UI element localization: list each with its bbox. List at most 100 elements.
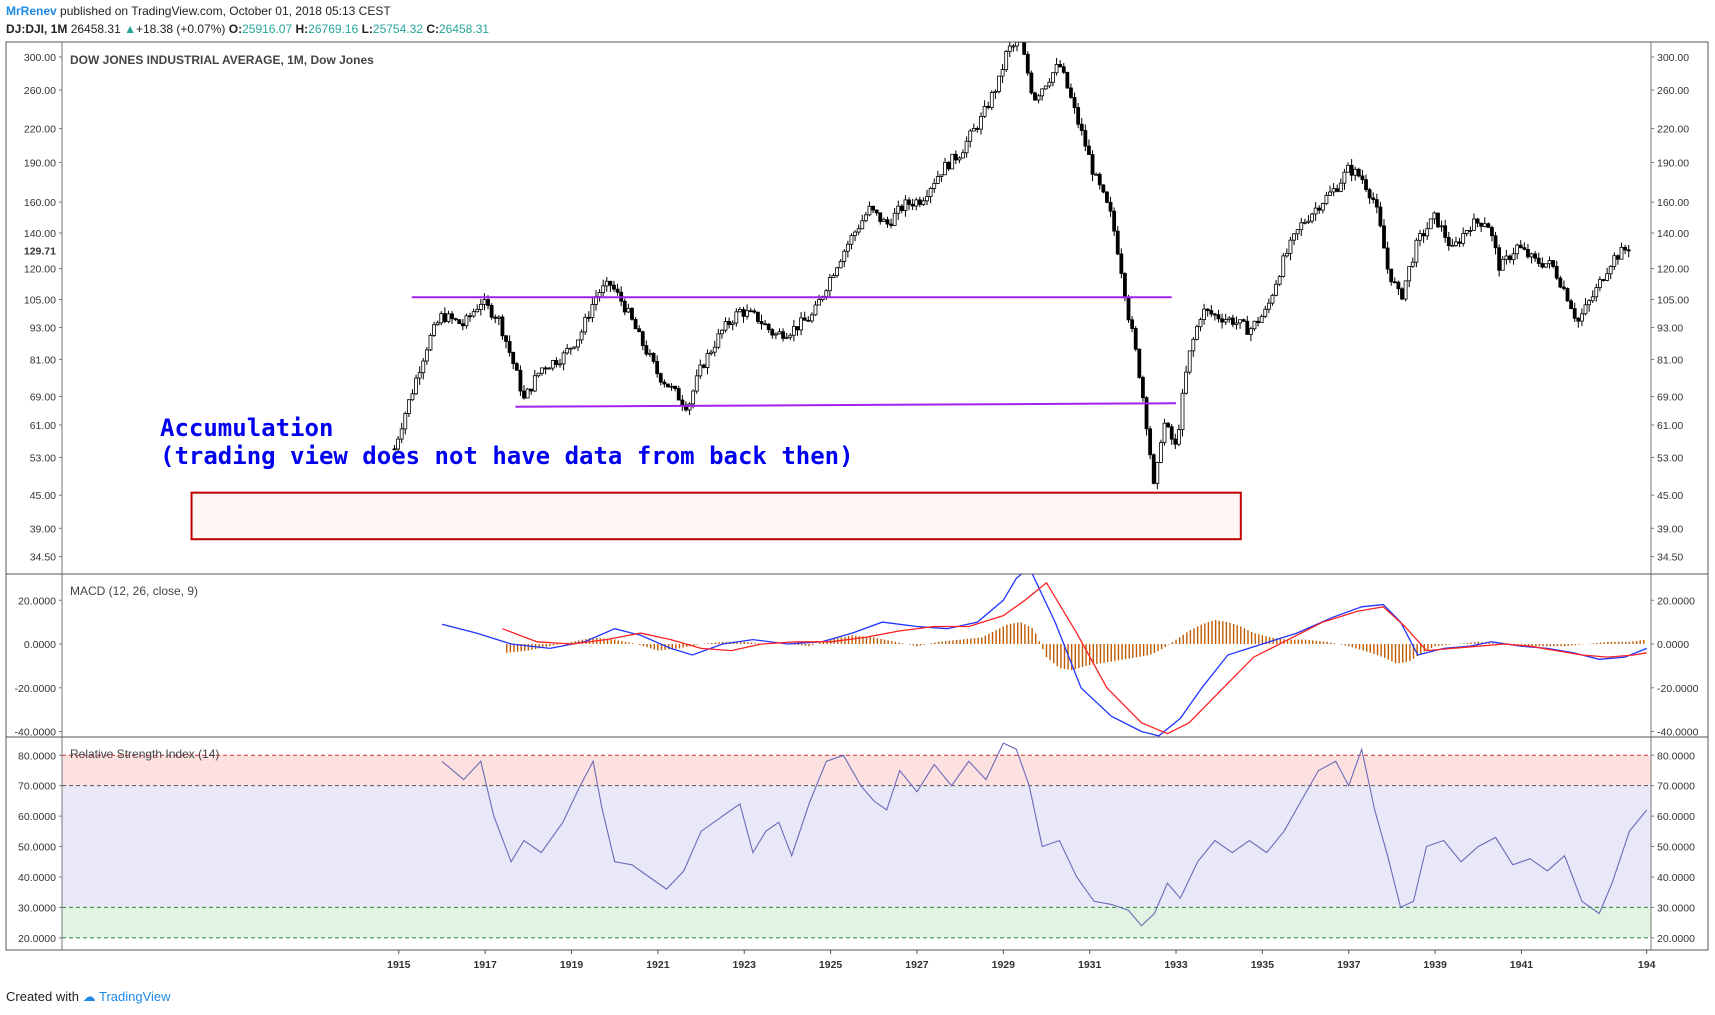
price-candle xyxy=(637,328,642,333)
price-candle xyxy=(1320,203,1325,211)
price-candle xyxy=(1051,72,1055,83)
price-candle xyxy=(997,75,1001,92)
price-candle xyxy=(460,323,465,327)
price-candle xyxy=(1015,42,1019,47)
price-candle xyxy=(1317,207,1322,211)
price-candle xyxy=(1536,257,1541,264)
price-candle xyxy=(1400,288,1404,300)
price-candle xyxy=(666,383,670,388)
y-tick-label-right: 34.50 xyxy=(1657,552,1683,564)
price-candle xyxy=(975,128,980,130)
price-candle xyxy=(1504,255,1509,260)
price-candle xyxy=(986,105,991,108)
annotation-line-2: (trading view does not have data from ba… xyxy=(160,442,854,470)
price-candle xyxy=(925,196,929,202)
price-candle xyxy=(1065,71,1070,89)
rsi-oversold-band xyxy=(62,907,1651,938)
price-candle xyxy=(874,209,879,214)
price-candle xyxy=(482,299,487,305)
price-candle xyxy=(1274,283,1278,296)
change-up-icon: ▲ xyxy=(124,22,136,36)
price-candle xyxy=(421,360,426,374)
x-tick-label: 1927 xyxy=(905,959,929,971)
price-candle xyxy=(1270,294,1275,304)
low-value: 25754.32 xyxy=(372,22,423,36)
price-candle xyxy=(1328,191,1332,196)
price-candle xyxy=(1133,328,1138,350)
price-candle xyxy=(881,219,886,222)
high-label: H: xyxy=(295,22,309,36)
price-candle xyxy=(817,299,821,306)
price-candle xyxy=(1130,319,1135,329)
price-candle xyxy=(1590,296,1595,302)
price-candle xyxy=(504,335,508,342)
price-candle xyxy=(1036,95,1041,101)
symbol-label: DJ:DJI, 1M xyxy=(6,22,68,36)
close-label: C: xyxy=(426,22,439,36)
price-candle xyxy=(1346,164,1350,173)
price-candle xyxy=(1277,276,1282,285)
price-candle xyxy=(1544,263,1548,268)
y-tick-label-left: 120.00 xyxy=(24,264,56,276)
price-candle xyxy=(1047,81,1052,87)
price-candle xyxy=(576,339,580,348)
price-candle xyxy=(1123,273,1127,298)
price-candle xyxy=(1461,233,1466,244)
price-candle xyxy=(712,346,717,353)
price-candle xyxy=(1626,249,1631,252)
price-candle xyxy=(1450,244,1455,247)
price-candle xyxy=(1313,207,1318,215)
price-candle xyxy=(478,303,483,310)
price-candle xyxy=(680,399,685,406)
price-candle xyxy=(1076,107,1081,125)
price-candle xyxy=(1194,326,1199,340)
price-candle xyxy=(1356,168,1361,177)
price-candle xyxy=(946,161,951,170)
price-candle xyxy=(795,326,800,331)
price-candle xyxy=(1565,288,1570,302)
price-candle xyxy=(838,260,843,269)
price-candle xyxy=(781,331,785,339)
price-candle xyxy=(867,205,872,216)
y-tick-label-right: 40.0000 xyxy=(1657,872,1695,884)
price-candle xyxy=(1029,72,1034,94)
price-candle xyxy=(705,353,710,368)
price-candle xyxy=(471,311,476,317)
y-tick-label-left: 39.00 xyxy=(30,523,56,535)
x-tick-label: 1915 xyxy=(387,959,411,971)
price-candle xyxy=(604,280,609,287)
tradingview-link[interactable]: TradingView xyxy=(99,989,171,1004)
price-candle xyxy=(1615,255,1620,260)
y-tick-label-left: 81.00 xyxy=(30,354,56,366)
price-candle xyxy=(1259,315,1264,324)
price-candle xyxy=(640,331,645,346)
price-candle xyxy=(1151,454,1156,484)
price-candle xyxy=(961,152,965,159)
price-candle xyxy=(428,334,433,351)
y-tick-label-right: 300.00 xyxy=(1657,52,1689,64)
price-candle xyxy=(630,307,634,320)
x-tick-label: 1931 xyxy=(1078,959,1102,971)
price-candle xyxy=(435,322,440,326)
price-candle xyxy=(1173,438,1178,445)
price-candle xyxy=(453,318,458,321)
price-candle xyxy=(784,336,789,339)
price-candle xyxy=(1184,371,1189,394)
price-candle xyxy=(885,219,890,225)
price-candle xyxy=(802,317,807,321)
y-tick-label-right: 105.00 xyxy=(1657,294,1689,306)
price-candle xyxy=(799,317,803,331)
y-tick-label-right: 190.00 xyxy=(1657,157,1689,169)
price-candle xyxy=(1180,392,1185,431)
author-link[interactable]: MrRenev xyxy=(6,4,57,18)
price-candle xyxy=(1223,319,1228,323)
price-candle xyxy=(687,403,692,411)
price-candle xyxy=(1230,317,1235,325)
price-candle xyxy=(410,393,415,401)
price-candle xyxy=(1443,225,1448,238)
price-candle xyxy=(414,377,418,395)
y-tick-label-right: -40.0000 xyxy=(1657,727,1699,739)
y-tick-label-left: 50.0000 xyxy=(18,842,56,854)
price-candle xyxy=(1288,239,1293,254)
